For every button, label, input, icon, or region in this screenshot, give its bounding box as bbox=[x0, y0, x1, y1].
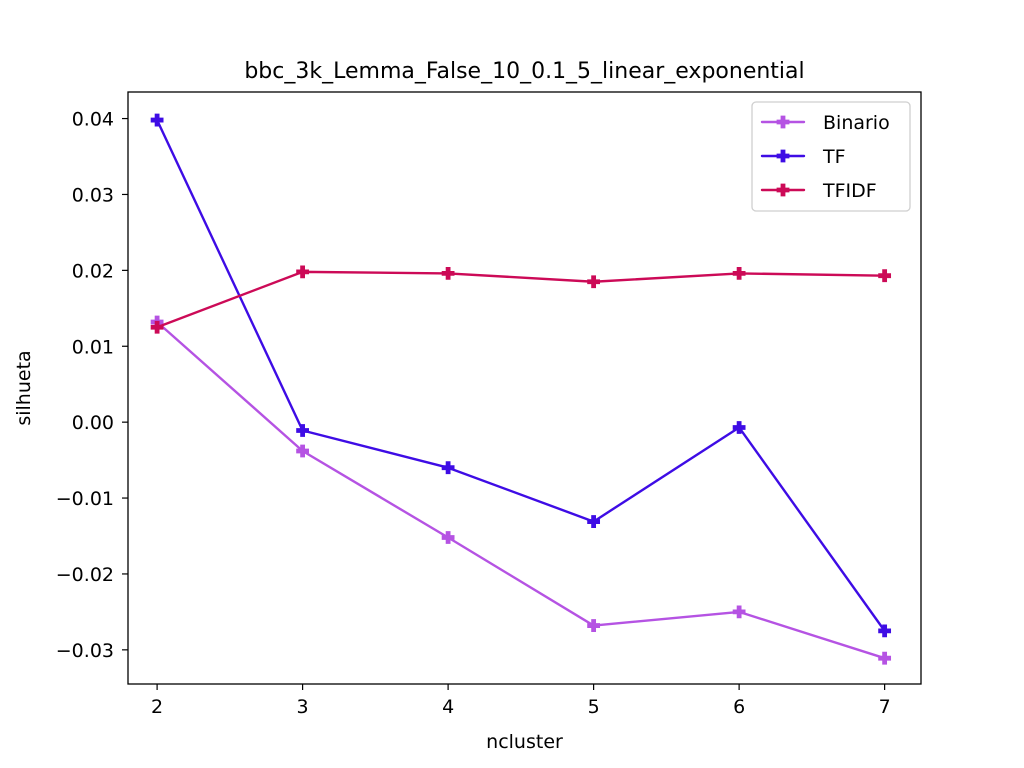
data-point bbox=[587, 275, 601, 289]
chart-title: bbc_3k_Lemma_False_10_0.1_5_linear_expon… bbox=[244, 59, 804, 84]
y-tick-label: 0.04 bbox=[72, 109, 114, 131]
x-tick-label: 6 bbox=[733, 696, 745, 718]
series-tf bbox=[150, 113, 892, 638]
y-tick-label: 0.03 bbox=[72, 184, 114, 206]
legend-item-tf: TF bbox=[760, 146, 846, 168]
data-point bbox=[296, 265, 310, 279]
y-axis-label: silhueta bbox=[13, 350, 35, 425]
data-point bbox=[587, 515, 601, 528]
legend: Binario TF TFIDF bbox=[751, 101, 911, 212]
data-point bbox=[732, 266, 746, 280]
series-layer bbox=[150, 113, 892, 665]
legend-swatch-marker bbox=[776, 183, 790, 197]
y-tick-label: 0.00 bbox=[72, 412, 114, 434]
data-point bbox=[441, 531, 455, 544]
data-point bbox=[732, 421, 746, 434]
legend-box bbox=[751, 101, 911, 212]
data-point bbox=[296, 424, 310, 437]
x-tick-label: 5 bbox=[588, 696, 600, 718]
y-tick-label: 0.01 bbox=[72, 336, 114, 358]
x-tick-label: 4 bbox=[442, 696, 454, 718]
data-point bbox=[441, 461, 455, 475]
data-point bbox=[150, 113, 164, 127]
legend-label: TF bbox=[822, 146, 846, 168]
y-tick-label: −0.02 bbox=[56, 564, 114, 586]
series-line bbox=[155, 270, 886, 329]
series-line bbox=[155, 320, 886, 660]
data-point bbox=[878, 651, 892, 665]
plot-frame bbox=[127, 91, 922, 685]
series-line bbox=[155, 118, 886, 633]
x-axis-ticks: 2 3 4 5 6 7 bbox=[151, 684, 891, 718]
y-tick-label: 0.02 bbox=[72, 260, 114, 282]
legend-swatch-marker bbox=[776, 149, 790, 163]
data-point bbox=[878, 624, 892, 638]
series-tfidf bbox=[150, 265, 892, 334]
data-point bbox=[441, 266, 455, 280]
x-tick-label: 7 bbox=[879, 696, 891, 718]
legend-item-tfidf: TFIDF bbox=[760, 180, 877, 202]
y-axis-ticks: −0.03 −0.02 −0.01 0.00 0.01 0.02 0.03 0.04 bbox=[56, 109, 128, 662]
data-point bbox=[587, 619, 601, 632]
x-tick-label: 3 bbox=[297, 696, 309, 718]
legend-swatch-marker bbox=[776, 115, 790, 129]
y-tick-label: −0.03 bbox=[56, 640, 114, 662]
data-point bbox=[878, 269, 892, 283]
data-point bbox=[150, 320, 164, 334]
x-axis-label: ncluster bbox=[486, 731, 563, 753]
y-tick-label: −0.01 bbox=[56, 488, 114, 510]
data-point bbox=[732, 605, 746, 619]
data-point bbox=[296, 444, 310, 458]
legend-label: Binario bbox=[823, 112, 890, 134]
legend-label: TFIDF bbox=[822, 180, 877, 202]
legend-item-binario: Binario bbox=[760, 112, 890, 134]
x-tick-label: 2 bbox=[151, 696, 163, 718]
plot-area bbox=[127, 91, 922, 685]
